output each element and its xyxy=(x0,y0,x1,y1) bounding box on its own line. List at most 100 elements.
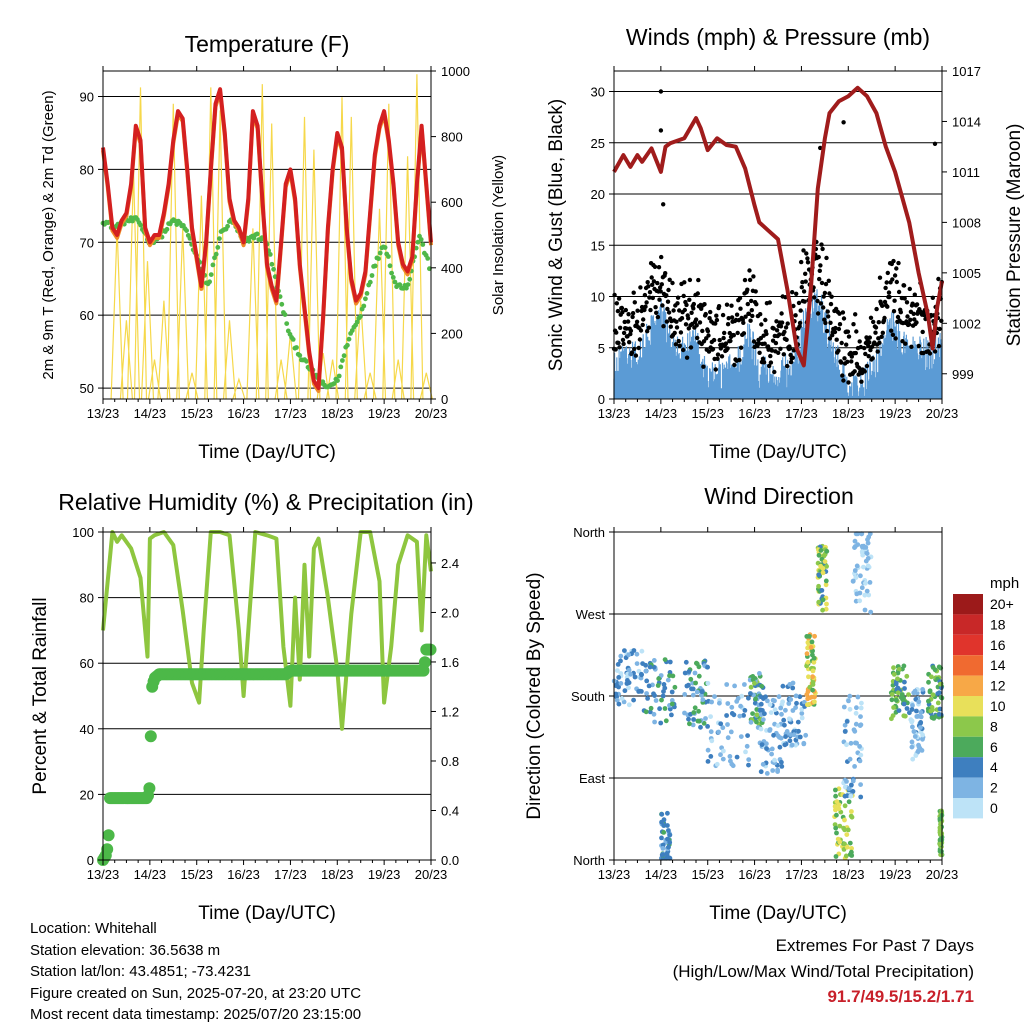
direction-point xyxy=(742,708,748,713)
direction-point xyxy=(658,720,664,726)
direction-point xyxy=(824,564,829,569)
direction-point xyxy=(752,680,757,686)
gust-point xyxy=(896,289,902,295)
direction-point xyxy=(902,686,907,691)
direction-point xyxy=(793,742,798,748)
direction-point xyxy=(759,742,765,747)
direction-point xyxy=(653,698,659,703)
gust-point xyxy=(615,308,621,314)
direction-point xyxy=(834,830,839,836)
direction-point xyxy=(930,665,936,670)
gust-point xyxy=(632,300,637,305)
x-tick-label: 16/23 xyxy=(227,406,260,421)
direction-point xyxy=(788,697,794,702)
y2-tick-label: 1.2 xyxy=(441,704,459,719)
gust-point xyxy=(725,346,730,351)
gust-point xyxy=(879,334,884,339)
direction-point xyxy=(918,725,923,730)
direction-point xyxy=(664,851,670,857)
direction-point xyxy=(624,681,630,686)
gust-point xyxy=(706,349,712,354)
y2-tick-label: 0.4 xyxy=(441,803,459,818)
y2-tick-label: 400 xyxy=(441,261,463,276)
direction-point xyxy=(787,738,793,744)
direction-point xyxy=(753,696,758,702)
direction-point xyxy=(858,752,864,758)
gust-point xyxy=(619,305,625,311)
direction-point xyxy=(682,670,688,676)
direction-point xyxy=(708,714,713,719)
dewpoint-point xyxy=(331,381,337,386)
legend-label: 14 xyxy=(990,657,1006,673)
x-tick-label: 14/23 xyxy=(645,406,678,421)
gust-point xyxy=(753,289,758,294)
direction-point xyxy=(853,721,859,727)
precip-point xyxy=(143,782,156,795)
direction-point xyxy=(929,705,935,710)
direction-point xyxy=(657,706,662,712)
gust-point xyxy=(893,336,898,341)
gust-point xyxy=(911,311,916,316)
gust-point xyxy=(816,254,821,260)
dewpoint-point xyxy=(382,245,388,250)
gust-point xyxy=(630,311,636,316)
gust-point xyxy=(635,308,640,313)
x-tick-label: 17/23 xyxy=(274,406,307,421)
direction-point xyxy=(683,659,689,665)
direction-point xyxy=(918,720,924,725)
direction-point xyxy=(842,803,848,809)
gust-point xyxy=(898,310,903,315)
direction-point xyxy=(820,597,826,603)
gust-point xyxy=(805,260,811,265)
direction-point xyxy=(628,671,633,677)
direction-point xyxy=(837,823,843,829)
direction-point xyxy=(912,734,918,739)
direction-point xyxy=(787,682,793,687)
gust-point xyxy=(677,343,682,348)
gust-point xyxy=(713,367,718,372)
gust-point xyxy=(853,312,858,317)
direction-point xyxy=(900,696,905,702)
winds-ylabel: Sonic Wind & Gust (Blue, Black) xyxy=(546,99,567,371)
direction-point xyxy=(844,832,850,837)
gust-point xyxy=(862,369,867,374)
direction-point xyxy=(720,756,726,762)
direction-point xyxy=(931,716,937,721)
gust-point xyxy=(836,326,842,332)
direction-point xyxy=(775,767,780,773)
gust-point xyxy=(693,317,699,322)
gust-point xyxy=(826,278,831,283)
direction-point xyxy=(705,759,711,764)
gust-point xyxy=(818,301,824,306)
gust-point xyxy=(678,330,684,335)
direction-point xyxy=(891,672,897,677)
direction-point xyxy=(696,708,701,714)
direction-point xyxy=(651,691,656,697)
direction-point xyxy=(845,827,851,833)
direction-point xyxy=(805,645,810,651)
gust-point xyxy=(652,264,658,269)
gust-point xyxy=(796,300,802,306)
gust-point xyxy=(803,271,808,276)
direction-point xyxy=(705,747,711,753)
direction-point xyxy=(868,609,874,615)
direction-point xyxy=(853,598,859,604)
gust-point xyxy=(840,373,845,378)
x-tick-label: 13/23 xyxy=(87,867,120,882)
direction-point xyxy=(644,691,649,696)
direction-point xyxy=(866,592,872,598)
gust-point xyxy=(914,320,919,325)
gust-point xyxy=(874,306,879,312)
y2-tick-label: 0 xyxy=(441,392,448,407)
humidity-precip-panel: Relative Humidity (%) & Precipitation (i… xyxy=(30,489,474,924)
precip-point xyxy=(418,656,431,669)
gust-point xyxy=(725,322,731,327)
direction-point xyxy=(700,697,706,703)
direction-point xyxy=(852,545,857,550)
gust-point xyxy=(751,339,757,344)
dewpoint-point xyxy=(338,364,344,370)
direction-point xyxy=(926,698,931,704)
humidity-title: Relative Humidity (%) & Precipitation (i… xyxy=(58,489,473,515)
x-tick-label: 16/23 xyxy=(738,867,771,882)
direction-point xyxy=(708,754,714,759)
